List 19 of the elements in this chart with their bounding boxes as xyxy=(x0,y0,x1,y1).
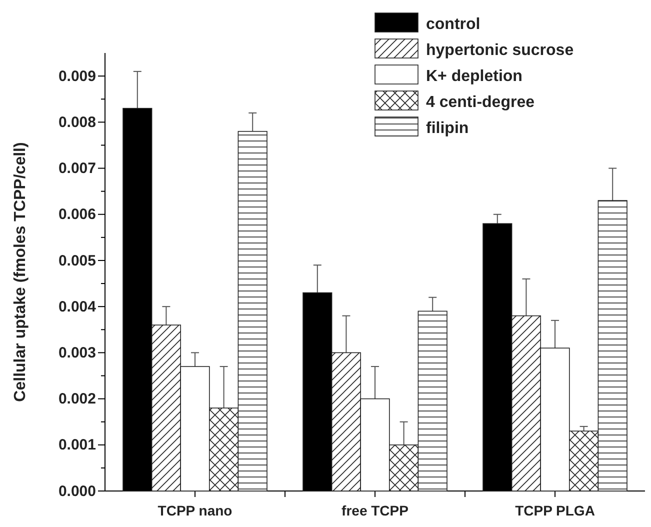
y-tick-label: 0.009 xyxy=(58,68,96,85)
y-axis-title: Cellular uptake (fmoles TCPP/cell) xyxy=(12,142,29,402)
y-tick-label: 0.005 xyxy=(58,252,96,270)
legend-label: hypertonic sucrose xyxy=(426,42,574,59)
y-tick-label: 0.004 xyxy=(58,298,97,316)
y-tick-label: 0.002 xyxy=(58,390,96,408)
legend-label: K+ depletion xyxy=(426,68,522,85)
y-tick-label: 0.000 xyxy=(58,482,96,500)
y-tick-label: 0.001 xyxy=(58,436,96,454)
legend-label: 4 centi-degree xyxy=(426,94,535,111)
y-tick-label: 0.008 xyxy=(58,114,96,131)
legend-label: filipin xyxy=(426,120,469,137)
x-tick-label: TCPP nano xyxy=(158,502,232,518)
y-tick-label: 0.003 xyxy=(58,344,96,362)
y-tick-label: 0.007 xyxy=(58,160,96,178)
y-tick-label: 0.006 xyxy=(58,206,96,224)
x-tick-label: TCPP PLGA xyxy=(515,502,595,518)
legend-label: control xyxy=(426,16,480,33)
x-tick-label: free TCPP xyxy=(342,502,408,518)
